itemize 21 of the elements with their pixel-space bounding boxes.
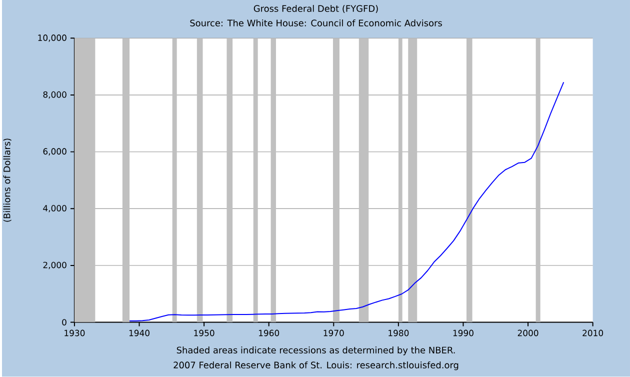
y-tick-label: 2,000: [43, 262, 66, 270]
x-tick-label: 1960: [259, 330, 280, 336]
x-tick-label: 2000: [518, 330, 538, 336]
chart-title: Gross Federal Debt (FYGFD): [254, 5, 378, 14]
x-tick-label: 1970: [324, 330, 344, 336]
text: 2007 Federal Reserve Bank of St. Louis: research.stlouisfed.org: [174, 362, 458, 370]
y-tick-label: 4,000: [43, 205, 66, 212]
y-tick-label: 0: [62, 319, 66, 326]
chart-subtitle: Source: The White House: Council of Economic Advisors: [190, 20, 442, 26]
x-tick-label: 1930: [64, 330, 85, 336]
x-tick-label: 1950: [194, 330, 214, 336]
line-series: [129, 82, 564, 322]
x-tick-label: 1940: [129, 330, 150, 336]
text: Shaded areas indicate recessions as determined by the NBER.: [176, 346, 455, 356]
x-tick-label: 1980: [388, 330, 409, 336]
x-tick-label: 2010: [582, 330, 604, 336]
y-axis-title: (Billions of Dollars): [3, 138, 12, 222]
y-tick-label: 8,000: [43, 91, 66, 99]
y-tick-label: 10,000: [38, 34, 66, 42]
y-tick-label: 6,000: [43, 148, 66, 156]
x-tick-label: 1990: [453, 330, 474, 336]
